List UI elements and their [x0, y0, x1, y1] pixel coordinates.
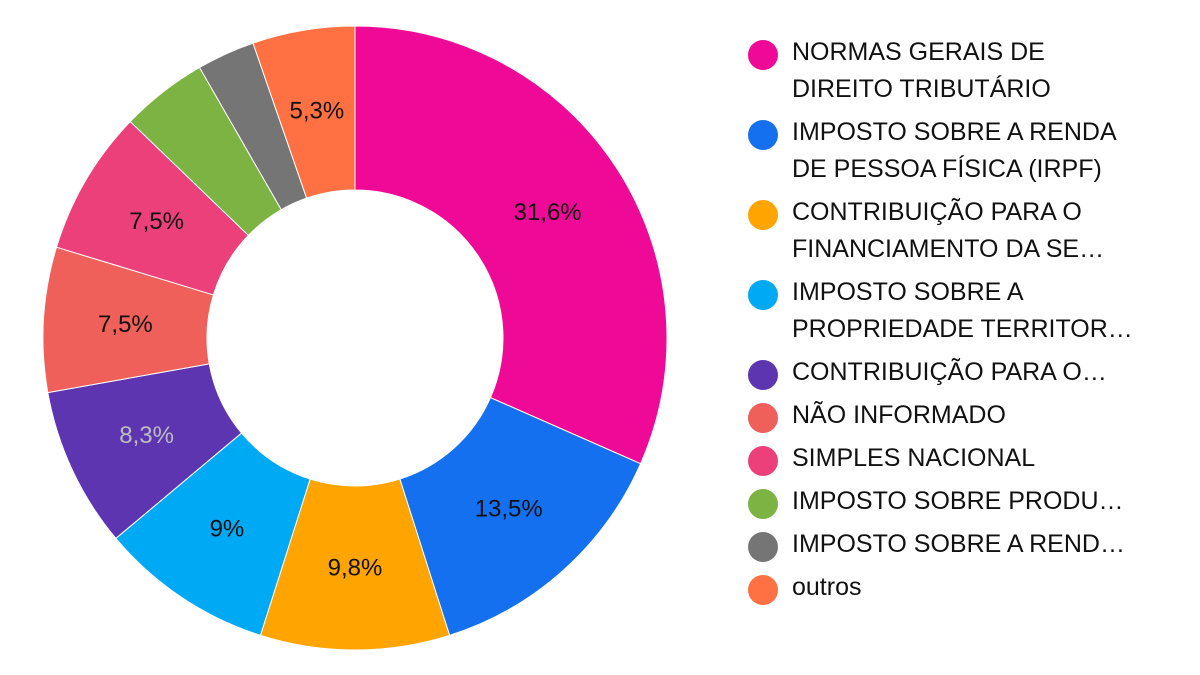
slice-value-label: 7,5%	[98, 311, 153, 338]
legend-swatch-icon	[748, 120, 778, 150]
legend-item[interactable]: IMPOSTO SOBRE A RENDA DE PESSOA FÍSICA (…	[748, 118, 1188, 188]
legend-label: IMPOSTO SOBRE A PROPRIEDADE TERRITOR…	[792, 278, 1133, 343]
legend-label: IMPOSTO SOBRE PRODU…	[792, 487, 1124, 515]
legend-item[interactable]: IMPOSTO SOBRE PRODU…	[748, 487, 1188, 520]
legend-label: SIMPLES NACIONAL	[792, 444, 1036, 472]
legend-label: IMPOSTO SOBRE A REND…	[792, 530, 1125, 558]
legend-item[interactable]: IMPOSTO SOBRE A PROPRIEDADE TERRITOR…	[748, 278, 1188, 348]
slice-value-label: 31,6%	[514, 199, 582, 226]
slice-value-label: 9%	[210, 516, 245, 543]
slice-value-label: 9,8%	[328, 555, 383, 582]
legend-label: NORMAS GERAIS DE DIREITO TRIBUTÁRIO	[792, 38, 1051, 103]
legend-label: NÃO INFORMADO	[792, 401, 1006, 429]
chart-legend: NORMAS GERAIS DE DIREITO TRIBUTÁRIO IMPOS…	[748, 38, 1188, 616]
legend-item[interactable]: CONTRIBUIÇÃO PARA O…	[748, 358, 1188, 391]
slice-value-label: 13,5%	[475, 496, 543, 523]
legend-item[interactable]: outros	[748, 573, 1188, 606]
legend-swatch-icon	[748, 40, 778, 70]
legend-swatch-icon	[748, 532, 778, 562]
legend-item[interactable]: NÃO INFORMADO	[748, 401, 1188, 434]
legend-label: IMPOSTO SOBRE A RENDA DE PESSOA FÍSICA (…	[792, 118, 1117, 183]
legend-swatch-icon	[748, 489, 778, 519]
legend-label: outros	[792, 573, 862, 601]
donut-slice-9	[252, 25, 356, 199]
legend-label: CONTRIBUIÇÃO PARA O FINANCIAMENTO DA SE…	[792, 198, 1105, 263]
slice-value-label: 5,3%	[290, 98, 345, 125]
legend-swatch-icon	[748, 360, 778, 390]
legend-swatch-icon	[748, 446, 778, 476]
legend-label: CONTRIBUIÇÃO PARA O…	[792, 358, 1107, 386]
donut-chart: 31,6% 13,5% 9,8% 9% 8,3% 7,5% 7,5% 5,3%	[42, 25, 668, 651]
legend-item[interactable]: IMPOSTO SOBRE A REND…	[748, 530, 1188, 563]
legend-swatch-icon	[748, 575, 778, 605]
donut-slice-0	[354, 25, 668, 465]
legend-item[interactable]: SIMPLES NACIONAL	[748, 444, 1188, 477]
legend-item[interactable]: NORMAS GERAIS DE DIREITO TRIBUTÁRIO	[748, 38, 1188, 108]
legend-swatch-icon	[748, 403, 778, 433]
donut-slice-2	[259, 478, 451, 651]
slice-value-label: 8,3%	[119, 422, 174, 449]
legend-swatch-icon	[748, 200, 778, 230]
legend-item[interactable]: CONTRIBUIÇÃO PARA O FINANCIAMENTO DA SE…	[748, 198, 1188, 268]
legend-swatch-icon	[748, 280, 778, 310]
donut-slice-1	[399, 396, 642, 636]
slice-value-label: 7,5%	[129, 208, 184, 235]
